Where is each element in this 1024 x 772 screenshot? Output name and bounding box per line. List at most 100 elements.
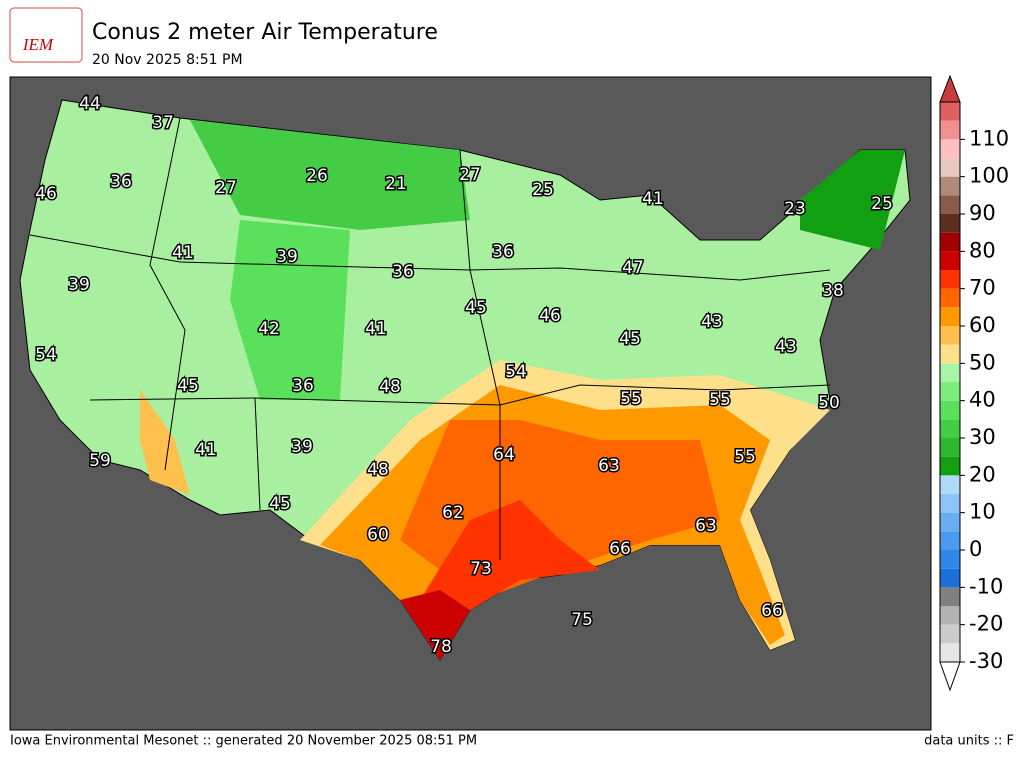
colorbar-band bbox=[940, 400, 960, 420]
station-value: 41 bbox=[642, 189, 664, 209]
station-value: 41 bbox=[195, 440, 217, 460]
station-value: 25 bbox=[871, 194, 893, 214]
colorbar-band bbox=[940, 587, 960, 606]
station-value: 73 bbox=[470, 559, 492, 579]
colorbar-tick-label: 10 bbox=[969, 500, 996, 524]
colorbar-tick-label: 40 bbox=[969, 388, 996, 412]
colorbar-tick-label: 80 bbox=[969, 238, 996, 262]
title: Conus 2 meter Air Temperature bbox=[92, 20, 438, 45]
footer-left: Iowa Environmental Mesonet :: generated … bbox=[10, 734, 477, 749]
station-value: 63 bbox=[598, 456, 620, 476]
station-value: 59 bbox=[89, 451, 111, 471]
station-value: 50 bbox=[818, 393, 840, 413]
station-value: 36 bbox=[110, 172, 132, 192]
colorbar-band bbox=[940, 176, 960, 196]
station-value: 55 bbox=[734, 447, 756, 467]
station-value: 55 bbox=[620, 389, 642, 409]
colorbar-extend-over bbox=[939, 74, 961, 103]
station-value: 23 bbox=[784, 199, 806, 219]
colorbar-tick-label: -20 bbox=[969, 612, 1003, 636]
station-value: 42 bbox=[258, 319, 280, 339]
station-value: 54 bbox=[505, 362, 527, 382]
colorbar-band bbox=[940, 251, 960, 270]
station-value: 25 bbox=[532, 180, 554, 200]
station-value: 78 bbox=[430, 637, 452, 657]
station-value: 41 bbox=[172, 243, 194, 263]
colorbar-frame bbox=[939, 101, 961, 663]
colorbar-tick-label: 60 bbox=[969, 313, 996, 337]
colorbar-band bbox=[940, 363, 960, 382]
colorbar-band bbox=[940, 102, 960, 121]
colorbar-band bbox=[940, 270, 960, 289]
colorbar-band bbox=[940, 438, 960, 457]
colorbar-tick-label: 90 bbox=[969, 201, 996, 225]
station-value: 43 bbox=[701, 312, 723, 332]
station-value: 63 bbox=[695, 516, 717, 536]
logo-text: IEM bbox=[22, 35, 54, 54]
colorbar-band bbox=[940, 195, 960, 214]
station-value: 54 bbox=[35, 345, 57, 365]
colorbar-tick-label: 0 bbox=[969, 537, 982, 561]
station-value: 41 bbox=[365, 319, 387, 339]
subtitle: 20 Nov 2025 8:51 PM bbox=[92, 52, 243, 68]
station-value: 60 bbox=[367, 525, 389, 545]
colorbar-band bbox=[940, 232, 960, 252]
colorbar-tick-label: 110 bbox=[969, 126, 1009, 150]
station-value: 26 bbox=[306, 166, 328, 186]
colorbar-band bbox=[940, 494, 960, 513]
station-value: 27 bbox=[215, 178, 237, 198]
station-value: 21 bbox=[385, 174, 407, 194]
colorbar-band bbox=[940, 568, 960, 588]
colorbar-band bbox=[940, 419, 960, 438]
colorbar-tick-label: 70 bbox=[969, 276, 996, 300]
colorbar-band bbox=[940, 288, 960, 308]
station-value: 39 bbox=[291, 437, 313, 457]
colorbar-band bbox=[940, 214, 960, 233]
colorbar-tick-label: 50 bbox=[969, 350, 996, 374]
colorbar-band bbox=[940, 456, 960, 476]
colorbar-tick-label: 30 bbox=[969, 425, 996, 449]
station-value: 45 bbox=[619, 329, 641, 349]
colorbar: -30 -20 -10 0 10 20 30 40 50 60 70 80 90 100 110 bbox=[939, 74, 1009, 692]
map bbox=[9, 76, 932, 731]
station-value: 62 bbox=[442, 503, 464, 523]
station-value: 45 bbox=[177, 376, 199, 396]
station-value: 75 bbox=[571, 610, 593, 630]
colorbar-band bbox=[940, 550, 960, 569]
station-value: 55 bbox=[709, 390, 731, 410]
colorbar-band bbox=[940, 326, 960, 345]
station-value: 36 bbox=[292, 376, 314, 396]
footer-right: data units :: F bbox=[924, 734, 1014, 749]
colorbar-band bbox=[940, 307, 960, 326]
colorbar-band bbox=[940, 531, 960, 550]
station-value: 38 bbox=[822, 281, 844, 301]
colorbar-tick-label: 20 bbox=[969, 462, 996, 486]
station-value: 47 bbox=[622, 258, 644, 278]
colorbar-band bbox=[940, 512, 960, 532]
colorbar-tick-label: -10 bbox=[969, 574, 1003, 598]
colorbar-band bbox=[940, 624, 960, 644]
colorbar-tick-label: 100 bbox=[969, 164, 1009, 188]
station-value: 66 bbox=[761, 601, 783, 621]
colorbar-band bbox=[940, 475, 960, 494]
colorbar-band bbox=[940, 120, 960, 140]
station-value: 48 bbox=[379, 377, 401, 397]
colorbar-extend-under bbox=[939, 661, 961, 692]
station-value: 43 bbox=[775, 337, 797, 357]
logo: IEM bbox=[9, 7, 83, 63]
station-value: 46 bbox=[539, 306, 561, 326]
station-labels: 44 37 46 36 27 26 21 27 25 41 23 25 41 39 36 36 47 39 42 41… bbox=[34, 93, 895, 659]
station-value: 66 bbox=[609, 539, 631, 559]
colorbar-band bbox=[940, 382, 960, 401]
station-value: 45 bbox=[269, 494, 291, 514]
station-value: 36 bbox=[392, 262, 414, 282]
station-value: 64 bbox=[493, 445, 515, 465]
colorbar-tick-label: -30 bbox=[969, 649, 1003, 673]
colorbar-band bbox=[940, 606, 960, 625]
station-value: 48 bbox=[367, 460, 389, 480]
colorbar-band bbox=[940, 158, 960, 177]
colorbar-band bbox=[940, 139, 960, 158]
station-value: 44 bbox=[79, 94, 101, 114]
station-value: 27 bbox=[459, 165, 481, 185]
station-value: 37 bbox=[152, 113, 174, 133]
